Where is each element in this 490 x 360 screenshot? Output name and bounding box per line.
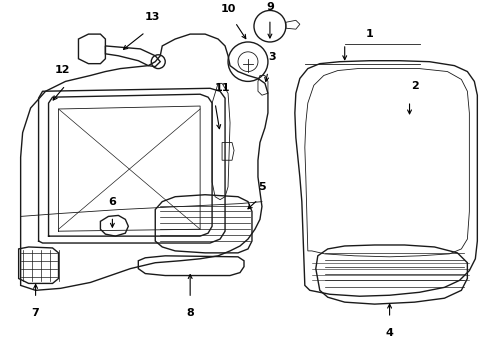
Text: 6: 6 <box>108 197 116 207</box>
Text: 1: 1 <box>366 29 373 39</box>
Text: 10: 10 <box>220 4 236 14</box>
Text: 9: 9 <box>266 3 274 12</box>
Text: 13: 13 <box>145 12 160 22</box>
Text: 2: 2 <box>411 81 418 91</box>
Text: 3: 3 <box>268 52 276 62</box>
Text: 12: 12 <box>55 66 70 76</box>
Text: 11: 11 <box>214 83 230 93</box>
Text: 7: 7 <box>32 308 40 318</box>
Text: 5: 5 <box>258 182 266 192</box>
Text: 4: 4 <box>386 328 393 338</box>
Text: 8: 8 <box>186 308 194 318</box>
